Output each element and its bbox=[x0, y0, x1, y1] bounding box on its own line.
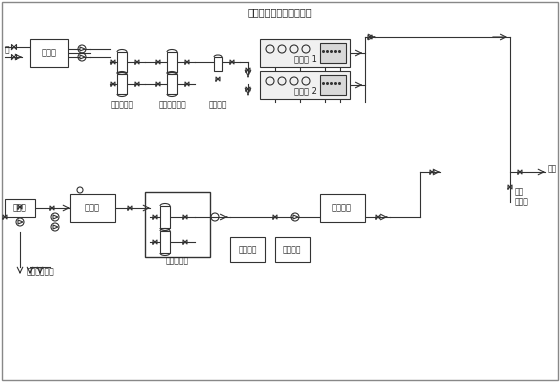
Text: 活性炭过滤器: 活性炭过滤器 bbox=[158, 100, 186, 110]
Bar bbox=[5, 199, 35, 217]
Bar bbox=[30, 39, 68, 67]
Text: 积械过滤器: 积械过滤器 bbox=[110, 100, 134, 110]
Text: 概计量桶: 概计量桶 bbox=[283, 246, 301, 254]
Polygon shape bbox=[18, 220, 23, 224]
Bar bbox=[117, 52, 127, 72]
Polygon shape bbox=[293, 215, 298, 219]
Text: 中间水箱: 中间水箱 bbox=[332, 204, 352, 212]
Bar bbox=[320, 75, 346, 95]
Polygon shape bbox=[53, 225, 58, 229]
Text: 循循泵: 循循泵 bbox=[13, 204, 27, 212]
Polygon shape bbox=[80, 55, 85, 59]
Text: 原水箱: 原水箱 bbox=[41, 49, 57, 58]
Bar bbox=[214, 57, 222, 71]
Bar bbox=[260, 71, 350, 99]
Text: 软化系统: 软化系统 bbox=[209, 100, 227, 110]
Text: 水: 水 bbox=[5, 45, 10, 54]
Text: 纯水箱: 纯水箱 bbox=[85, 204, 100, 212]
Text: 反渗透 1: 反渗透 1 bbox=[293, 55, 316, 63]
Text: 某高纯水系统工艺流程图: 某高纯水系统工艺流程图 bbox=[248, 7, 312, 17]
Text: 高纯水使用点: 高纯水使用点 bbox=[26, 267, 54, 277]
Bar bbox=[167, 74, 177, 94]
Text: 反渗透 2: 反渗透 2 bbox=[293, 86, 316, 96]
Bar bbox=[117, 74, 127, 94]
Bar bbox=[145, 192, 210, 257]
Bar bbox=[275, 237, 310, 262]
Bar bbox=[320, 194, 365, 222]
Text: 数计量桶: 数计量桶 bbox=[239, 246, 257, 254]
Text: 混床交换树: 混床交换树 bbox=[165, 256, 189, 265]
Bar bbox=[160, 206, 170, 228]
Text: 出料: 出料 bbox=[548, 165, 557, 173]
Polygon shape bbox=[53, 215, 58, 219]
Text: 纯水
循环点: 纯水 循环点 bbox=[515, 187, 529, 207]
Bar bbox=[260, 39, 350, 67]
Bar bbox=[167, 52, 177, 72]
Bar bbox=[160, 231, 170, 253]
Bar bbox=[230, 237, 265, 262]
Polygon shape bbox=[80, 47, 85, 51]
Bar bbox=[70, 194, 115, 222]
Bar bbox=[320, 43, 346, 63]
